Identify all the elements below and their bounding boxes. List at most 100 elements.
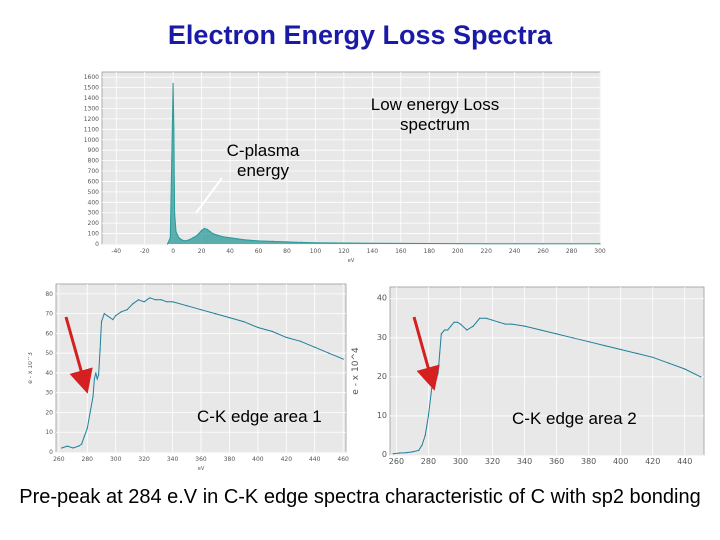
data-point — [457, 243, 459, 245]
data-point — [399, 452, 401, 454]
y-tick-label: 0 — [95, 241, 99, 248]
y-tick-label: 100 — [88, 231, 100, 238]
data-point — [214, 313, 216, 315]
data-point — [434, 376, 436, 378]
data-point — [72, 447, 74, 449]
slide-title: Electron Energy Loss Spectra — [167, 20, 553, 50]
y-tick-label: 700 — [88, 168, 100, 175]
data-point — [411, 451, 413, 453]
data-point — [491, 319, 494, 321]
y-tick-label: 400 — [88, 199, 100, 206]
data-point — [257, 326, 259, 329]
data-point — [498, 321, 500, 323]
data-point — [183, 240, 186, 242]
data-point — [342, 358, 344, 360]
data-point — [447, 329, 449, 331]
y-tick-label: 1100 — [84, 126, 99, 133]
data-point — [328, 352, 330, 354]
x-tick-label: 280 — [82, 456, 94, 463]
x-tick-label: 280 — [566, 248, 578, 255]
data-point — [61, 447, 63, 449]
data-point — [588, 341, 590, 343]
data-point — [132, 303, 134, 305]
data-point — [203, 227, 205, 229]
data-point — [285, 336, 287, 338]
data-point — [300, 241, 302, 243]
low-loss-chart-svg: -40 -20 0 20 40 60 80 100 120 140 160 180 200 220 240 2… — [84, 71, 606, 264]
data-point — [154, 299, 157, 301]
y-tick-label: 10 — [377, 411, 387, 420]
data-point — [192, 237, 194, 239]
data-point — [206, 228, 208, 230]
data-point — [126, 309, 128, 311]
data-point — [272, 240, 274, 242]
data-point — [115, 315, 117, 317]
data-point — [186, 239, 188, 241]
x-tick-label: -40 — [111, 248, 121, 255]
data-point — [271, 330, 273, 332]
x-tick-label: -20 — [140, 248, 150, 255]
x-tick-label: 40 — [226, 248, 234, 255]
y-tick-label: 600 — [88, 178, 100, 185]
data-point — [299, 340, 302, 342]
data-point — [222, 236, 224, 238]
data-point — [195, 235, 197, 237]
data-point — [228, 317, 230, 319]
x-tick-label: 60 — [255, 248, 263, 255]
spectrum-line — [61, 297, 344, 449]
data-point — [652, 356, 654, 358]
data-point — [81, 443, 83, 445]
data-point — [439, 352, 441, 354]
data-point — [479, 317, 481, 319]
data-point — [443, 329, 446, 331]
data-point — [86, 427, 88, 429]
x-tick-label: 240 — [509, 248, 521, 255]
y-tick-label: 1200 — [84, 116, 99, 123]
y-tick-label: 0 — [49, 449, 53, 456]
data-point — [636, 352, 638, 354]
data-point — [450, 325, 452, 327]
data-point — [89, 411, 91, 414]
y-axis-label: e - x 10^4 — [351, 347, 361, 395]
data-point — [166, 301, 168, 303]
data-point — [243, 321, 245, 323]
c-plasma-label: C-plasma energy — [226, 141, 300, 180]
y-tick-label: 30 — [45, 390, 53, 397]
y-tick-label: 900 — [88, 147, 100, 154]
y-tick-label: 0 — [382, 450, 387, 459]
data-point — [432, 378, 434, 380]
data-point — [160, 299, 162, 301]
x-tick-label: 320 — [138, 456, 150, 463]
data-point — [66, 445, 68, 447]
spectrum-line — [167, 83, 600, 245]
plot-area — [389, 286, 705, 456]
y-tick-label: 200 — [88, 220, 100, 227]
data-point — [604, 345, 606, 347]
data-point — [99, 348, 101, 350]
x-tick-label: 380 — [581, 457, 596, 466]
data-point — [343, 242, 345, 244]
data-point — [392, 453, 394, 455]
data-point — [96, 378, 98, 380]
x-tick-label: 220 — [480, 248, 492, 255]
data-point — [418, 449, 420, 451]
x-tick-label: 80 — [283, 248, 291, 255]
x-axis-label: eV — [348, 258, 355, 264]
y-tick-label: 40 — [45, 370, 53, 377]
data-point — [173, 128, 175, 130]
data-point — [504, 323, 506, 325]
data-point — [427, 415, 429, 417]
data-point — [100, 321, 103, 323]
x-tick-label: 340 — [167, 456, 179, 463]
y-tick-label: 60 — [45, 330, 53, 337]
x-tick-label: 340 — [517, 457, 532, 466]
y-tick-label: 1400 — [84, 95, 99, 102]
x-tick-label: 320 — [485, 457, 500, 466]
data-point — [120, 311, 122, 313]
x-tick-label: 300 — [453, 457, 468, 466]
x-tick-label: 420 — [645, 457, 660, 466]
y-tick-label: 70 — [45, 311, 53, 318]
x-tick-label: 180 — [424, 248, 436, 255]
data-point — [314, 242, 316, 244]
x-tick-label: 460 — [337, 456, 349, 463]
